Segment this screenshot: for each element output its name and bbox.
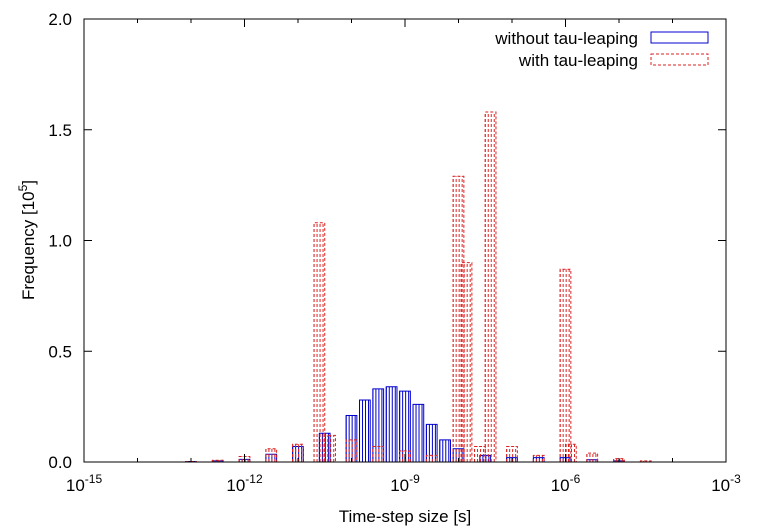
x-tick-label-exp: -6 — [570, 472, 581, 486]
legend-label-0: without tau-leaping — [494, 29, 638, 48]
x-tick-label-base: 10 — [390, 476, 409, 495]
bar-1-8 — [372, 445, 385, 462]
bar-outline — [345, 414, 358, 462]
bar-1-9 — [399, 450, 411, 462]
bar-outline — [372, 388, 385, 462]
bar-0-10 — [385, 386, 398, 462]
bar-outline — [474, 445, 486, 462]
bar-outline — [265, 448, 278, 462]
y-axis-title-close: ] — [19, 180, 38, 185]
y-tick-label-4: 2.0 — [48, 10, 72, 29]
bar-outline — [425, 454, 438, 462]
bar-outline — [324, 434, 336, 462]
bar-1-17 — [559, 268, 572, 462]
x-tick-label-base: 10 — [226, 476, 245, 495]
y-tick-label-3: 1.5 — [48, 121, 72, 140]
bar-outline — [372, 445, 385, 462]
legend: without tau-leaping with tau-leaping — [494, 29, 709, 70]
bar-1-7 — [345, 439, 358, 462]
bar-outline — [565, 443, 577, 462]
bar-outline — [613, 458, 625, 462]
legend-swatch-1 — [650, 53, 709, 66]
y-tick-label-0: 0.0 — [48, 453, 72, 472]
bar-0-8 — [359, 399, 371, 462]
bar-0-6 — [318, 432, 331, 462]
bar-outline — [265, 453, 278, 462]
y-tick-label-1: 0.5 — [48, 342, 72, 361]
bar-outline — [639, 460, 652, 462]
x-tick-label-base: 10 — [711, 476, 730, 495]
bar-outline — [559, 268, 572, 462]
bar-1-10 — [425, 454, 438, 462]
x-tick-label-3: 10-6 — [551, 472, 581, 495]
bar-0-11 — [399, 390, 411, 462]
bar-outline — [211, 459, 224, 462]
bar-1-4 — [292, 443, 304, 462]
bar-1-20 — [613, 458, 625, 462]
y-axis-title-main: Frequency [10 — [19, 191, 38, 300]
bar-outline — [292, 443, 304, 462]
bar-0-12 — [412, 403, 425, 462]
x-tick-label-4: 10-3 — [711, 472, 741, 495]
bar-1-6 — [324, 434, 336, 462]
bar-outline — [532, 454, 545, 462]
x-tick-label-exp: -9 — [409, 472, 420, 486]
bar-1-19 — [586, 452, 599, 462]
y-axis-title-exp: 5 — [16, 184, 30, 191]
bar-outline — [399, 450, 411, 462]
bar-1-15 — [506, 445, 518, 462]
bar-outline — [506, 445, 518, 462]
x-tick-label-exp: -15 — [85, 472, 103, 486]
bar-outline — [484, 111, 497, 462]
legend-label-1: with tau-leaping — [518, 51, 638, 70]
bar-outline — [425, 423, 438, 462]
x-axis-title: Time-step size [s] — [339, 507, 472, 526]
bar-1-12 — [460, 262, 473, 462]
bar-1-14 — [484, 111, 497, 462]
x-tick-label-2: 10-9 — [390, 472, 420, 495]
x-tick-label-base: 10 — [551, 476, 570, 495]
plot-frame — [83, 18, 727, 463]
bar-outline — [452, 175, 465, 462]
y-tick-label-2: 1.0 — [48, 232, 72, 251]
bar-outline — [439, 439, 451, 462]
bar-1-13 — [474, 445, 486, 462]
bar-outline — [399, 390, 411, 462]
bar-1-3 — [265, 448, 278, 462]
bar-1-16 — [532, 454, 545, 462]
bar-outline — [359, 399, 371, 462]
axis-labels: 10-15 10-12 10-9 10-6 10-30.00.51.01.52.0 — [48, 10, 741, 495]
x-tick-label-1: 10-12 — [226, 472, 263, 495]
bar-1-5 — [313, 222, 326, 462]
bar-outline — [385, 386, 398, 462]
x-tick-label-exp: -12 — [245, 472, 263, 486]
y-axis-title: Frequency [105] — [16, 180, 38, 300]
plot-marks — [185, 111, 652, 463]
x-tick-label-exp: -3 — [730, 472, 741, 486]
bar-outline — [345, 439, 358, 462]
x-tick-label-0: 10-15 — [66, 472, 103, 495]
x-tick-label-base: 10 — [66, 476, 85, 495]
bar-outline — [460, 262, 473, 462]
legend-swatch-0 — [650, 31, 709, 44]
bar-1-11 — [452, 175, 465, 462]
bar-outline — [412, 403, 425, 462]
bar-0-14 — [439, 439, 451, 462]
axis-ticks — [83, 18, 727, 463]
